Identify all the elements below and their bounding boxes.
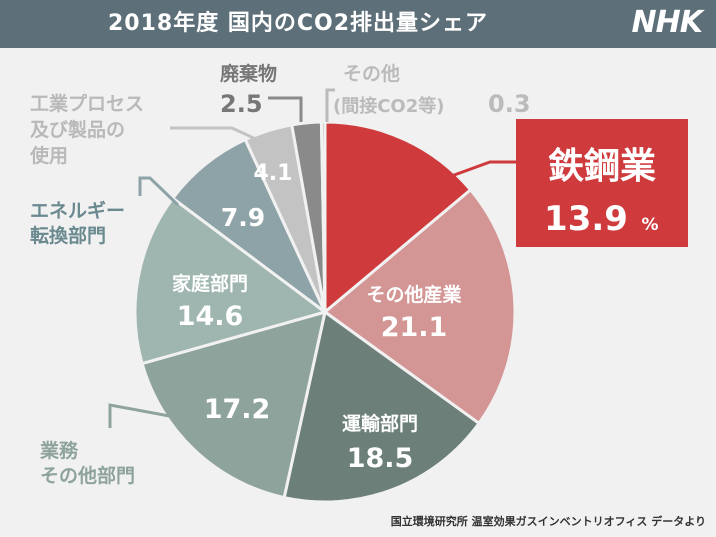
pie-slice-8 — [319, 120, 327, 313]
label-process-line2: 及び製品の — [30, 119, 125, 141]
value-other-industry: 21.1 — [381, 312, 448, 343]
value-other: 0.3 — [488, 90, 531, 118]
pie-slice-1 — [322, 187, 517, 426]
value-waste: 2.5 — [220, 90, 263, 118]
label-process-line3: 使用 — [29, 145, 68, 167]
pie-slice-2 — [282, 309, 482, 504]
steel-value: 13.9 — [544, 199, 628, 239]
label-business-line1: 業務 — [39, 439, 79, 462]
leader-waste — [268, 96, 303, 122]
value-process: 4.1 — [254, 161, 293, 186]
pie-slice-3 — [140, 309, 328, 500]
pie-slice-5 — [170, 137, 327, 314]
source-note: 国立環境研究所 温室効果ガスインベントリオフィス データより — [390, 515, 706, 528]
leader-energy — [138, 176, 180, 207]
label-household: 家庭部門 — [172, 272, 248, 295]
value-transport: 18.5 — [347, 443, 414, 474]
label-other-line2: (間接CO2等) — [333, 95, 445, 117]
label-business-line2: その他部門 — [40, 464, 135, 487]
nhk-logo: NHK — [631, 5, 703, 40]
value-household: 14.6 — [177, 301, 244, 332]
chart-title: 2018年度 国内のCO2排出量シェア — [107, 11, 489, 36]
leader-business — [108, 403, 181, 428]
label-other-industry: その他産業 — [366, 283, 462, 306]
leader-steel — [445, 160, 516, 180]
steel-unit: % — [641, 215, 658, 235]
leader-other — [325, 88, 335, 122]
label-process-line1: 工業プロセス — [30, 92, 144, 115]
label-waste: 廃棄物 — [220, 62, 277, 85]
header-bar — [0, 0, 716, 48]
label-energy-line1: エネルギー — [30, 200, 125, 222]
leader-lines — [108, 88, 516, 428]
value-business: 17.2 — [204, 394, 271, 425]
steel-callout-box — [516, 119, 688, 247]
pie-slice-0 — [323, 120, 473, 316]
label-transport: 運輸部門 — [342, 412, 418, 435]
pie-slices — [133, 120, 517, 504]
label-energy-line2: 転換部門 — [30, 224, 106, 247]
pie-slice-4 — [133, 196, 329, 366]
leader-process — [170, 126, 259, 142]
label-other-line1: その他 — [343, 62, 400, 85]
value-energy: 7.9 — [221, 203, 265, 232]
steel-label: 鉄鋼業 — [548, 146, 656, 187]
